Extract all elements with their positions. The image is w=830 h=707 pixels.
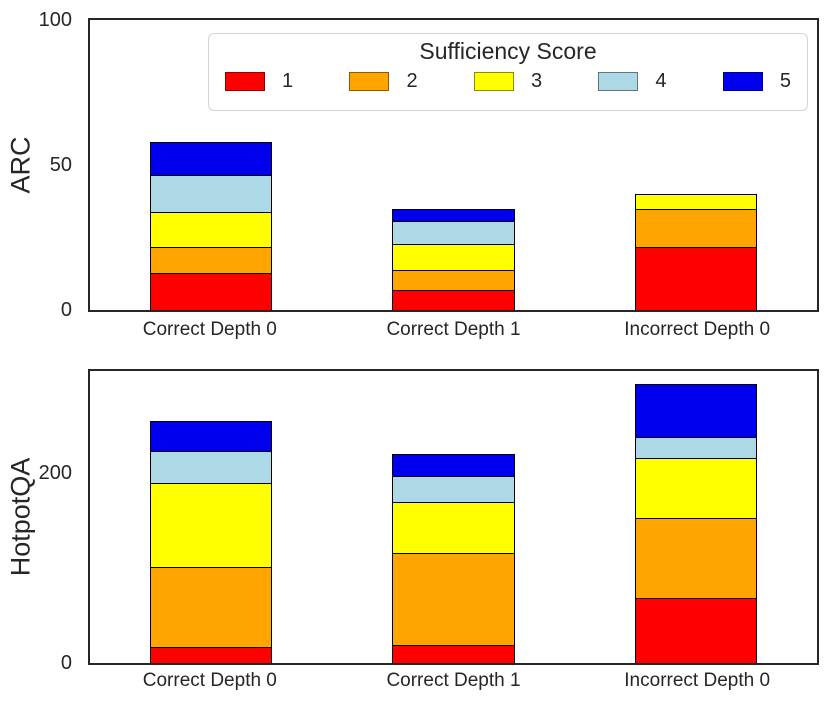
legend-swatch-icon xyxy=(225,71,265,91)
bar-correct-depth-0 xyxy=(150,421,273,663)
bar-segment-score-1 xyxy=(393,645,514,663)
legend-entry-label: 2 xyxy=(406,70,418,93)
bar-correct-depth-0 xyxy=(150,141,273,310)
y-tick-label: 100 xyxy=(38,9,72,31)
bar-segment-score-3 xyxy=(393,243,514,270)
x-tick-label-incorrect-depth-0: Incorrect Depth 0 xyxy=(624,319,771,340)
bar-segment-score-5 xyxy=(393,209,514,221)
legend-entry-label: 3 xyxy=(530,70,543,93)
bar-correct-depth-1 xyxy=(392,454,515,663)
bar-segment-score-3 xyxy=(635,458,756,518)
bar-segment-score-2 xyxy=(393,552,514,646)
bar-segment-score-4 xyxy=(151,450,272,483)
x-tick-label-correct-depth-1: Correct Depth 1 xyxy=(386,319,521,340)
bar-segment-score-4 xyxy=(151,174,272,212)
legend-swatch-icon xyxy=(722,71,763,91)
legend-entry-3: 3 xyxy=(473,70,543,93)
bar-segment-score-1 xyxy=(151,272,272,310)
legend-entry-label: 1 xyxy=(282,70,294,93)
bar-incorrect-depth-0 xyxy=(634,194,757,310)
y-tick-label: 50 xyxy=(49,154,72,176)
x-tick-label-incorrect-depth-0: Incorrect Depth 0 xyxy=(624,670,771,691)
bar-segment-score-2 xyxy=(635,517,756,598)
sufficiency-score-legend: Sufficiency Score 1 2 3 4 5 xyxy=(208,33,808,111)
bar-segment-score-2 xyxy=(635,209,756,247)
bar-segment-score-5 xyxy=(635,385,756,438)
bar-segment-score-1 xyxy=(151,646,272,663)
bar-segment-score-1 xyxy=(635,597,756,663)
bar-segment-score-2 xyxy=(151,566,272,647)
legend-entry-2: 2 xyxy=(349,70,418,93)
bar-segment-score-1 xyxy=(393,289,514,310)
legend-entry-1: 1 xyxy=(225,71,293,91)
y-tick-label: 0 xyxy=(60,652,72,674)
bar-segment-score-5 xyxy=(151,142,272,175)
legend-title: Sufficiency Score xyxy=(419,38,597,64)
arc-x-tick-row: Correct Depth 0 Correct Depth 1 Incorrect … xyxy=(88,319,819,345)
legend-entries-row: 1 2 3 4 5 xyxy=(209,64,807,91)
bar-segment-score-4 xyxy=(393,476,514,502)
bar-segment-score-3 xyxy=(393,501,514,553)
legend-swatch-icon xyxy=(473,71,514,91)
x-tick-label-correct-depth-0: Correct Depth 0 xyxy=(142,670,277,691)
y-tick-label: 0 xyxy=(60,299,72,321)
bar-segment-score-3 xyxy=(635,195,756,210)
bar-segment-score-2 xyxy=(393,269,514,290)
legend-swatch-icon xyxy=(349,71,390,91)
bar-segment-score-3 xyxy=(151,211,272,247)
arc-plot-area: Sufficiency Score 1 2 3 4 5 xyxy=(88,18,819,312)
bar-segment-score-5 xyxy=(151,422,272,451)
x-tick-label-correct-depth-0: Correct Depth 0 xyxy=(142,319,277,340)
legend-entry-label: 4 xyxy=(655,70,667,93)
bar-incorrect-depth-0 xyxy=(634,384,757,663)
bar-correct-depth-1 xyxy=(392,208,515,310)
legend-entry-4: 4 xyxy=(598,70,667,93)
bar-segment-score-3 xyxy=(151,482,272,567)
hotpotqa-plot-area xyxy=(88,369,819,665)
arc-y-tick-column: 0 50 100 xyxy=(0,10,80,320)
bar-segment-score-4 xyxy=(393,220,514,244)
legend-entry-label: 5 xyxy=(779,70,791,93)
bar-segment-score-4 xyxy=(635,437,756,459)
legend-swatch-icon xyxy=(598,71,639,91)
hotpotqa-x-tick-row: Correct Depth 0 Correct Depth 1 Incorrect … xyxy=(88,670,819,696)
x-tick-label-correct-depth-1: Correct Depth 1 xyxy=(386,670,521,691)
hotpotqa-y-tick-column: 0 200 xyxy=(0,371,80,673)
y-tick-label: 200 xyxy=(38,462,72,485)
bar-segment-score-2 xyxy=(151,246,272,273)
bar-segment-score-1 xyxy=(635,246,756,310)
legend-entry-5: 5 xyxy=(722,70,791,93)
bar-segment-score-5 xyxy=(393,455,514,477)
